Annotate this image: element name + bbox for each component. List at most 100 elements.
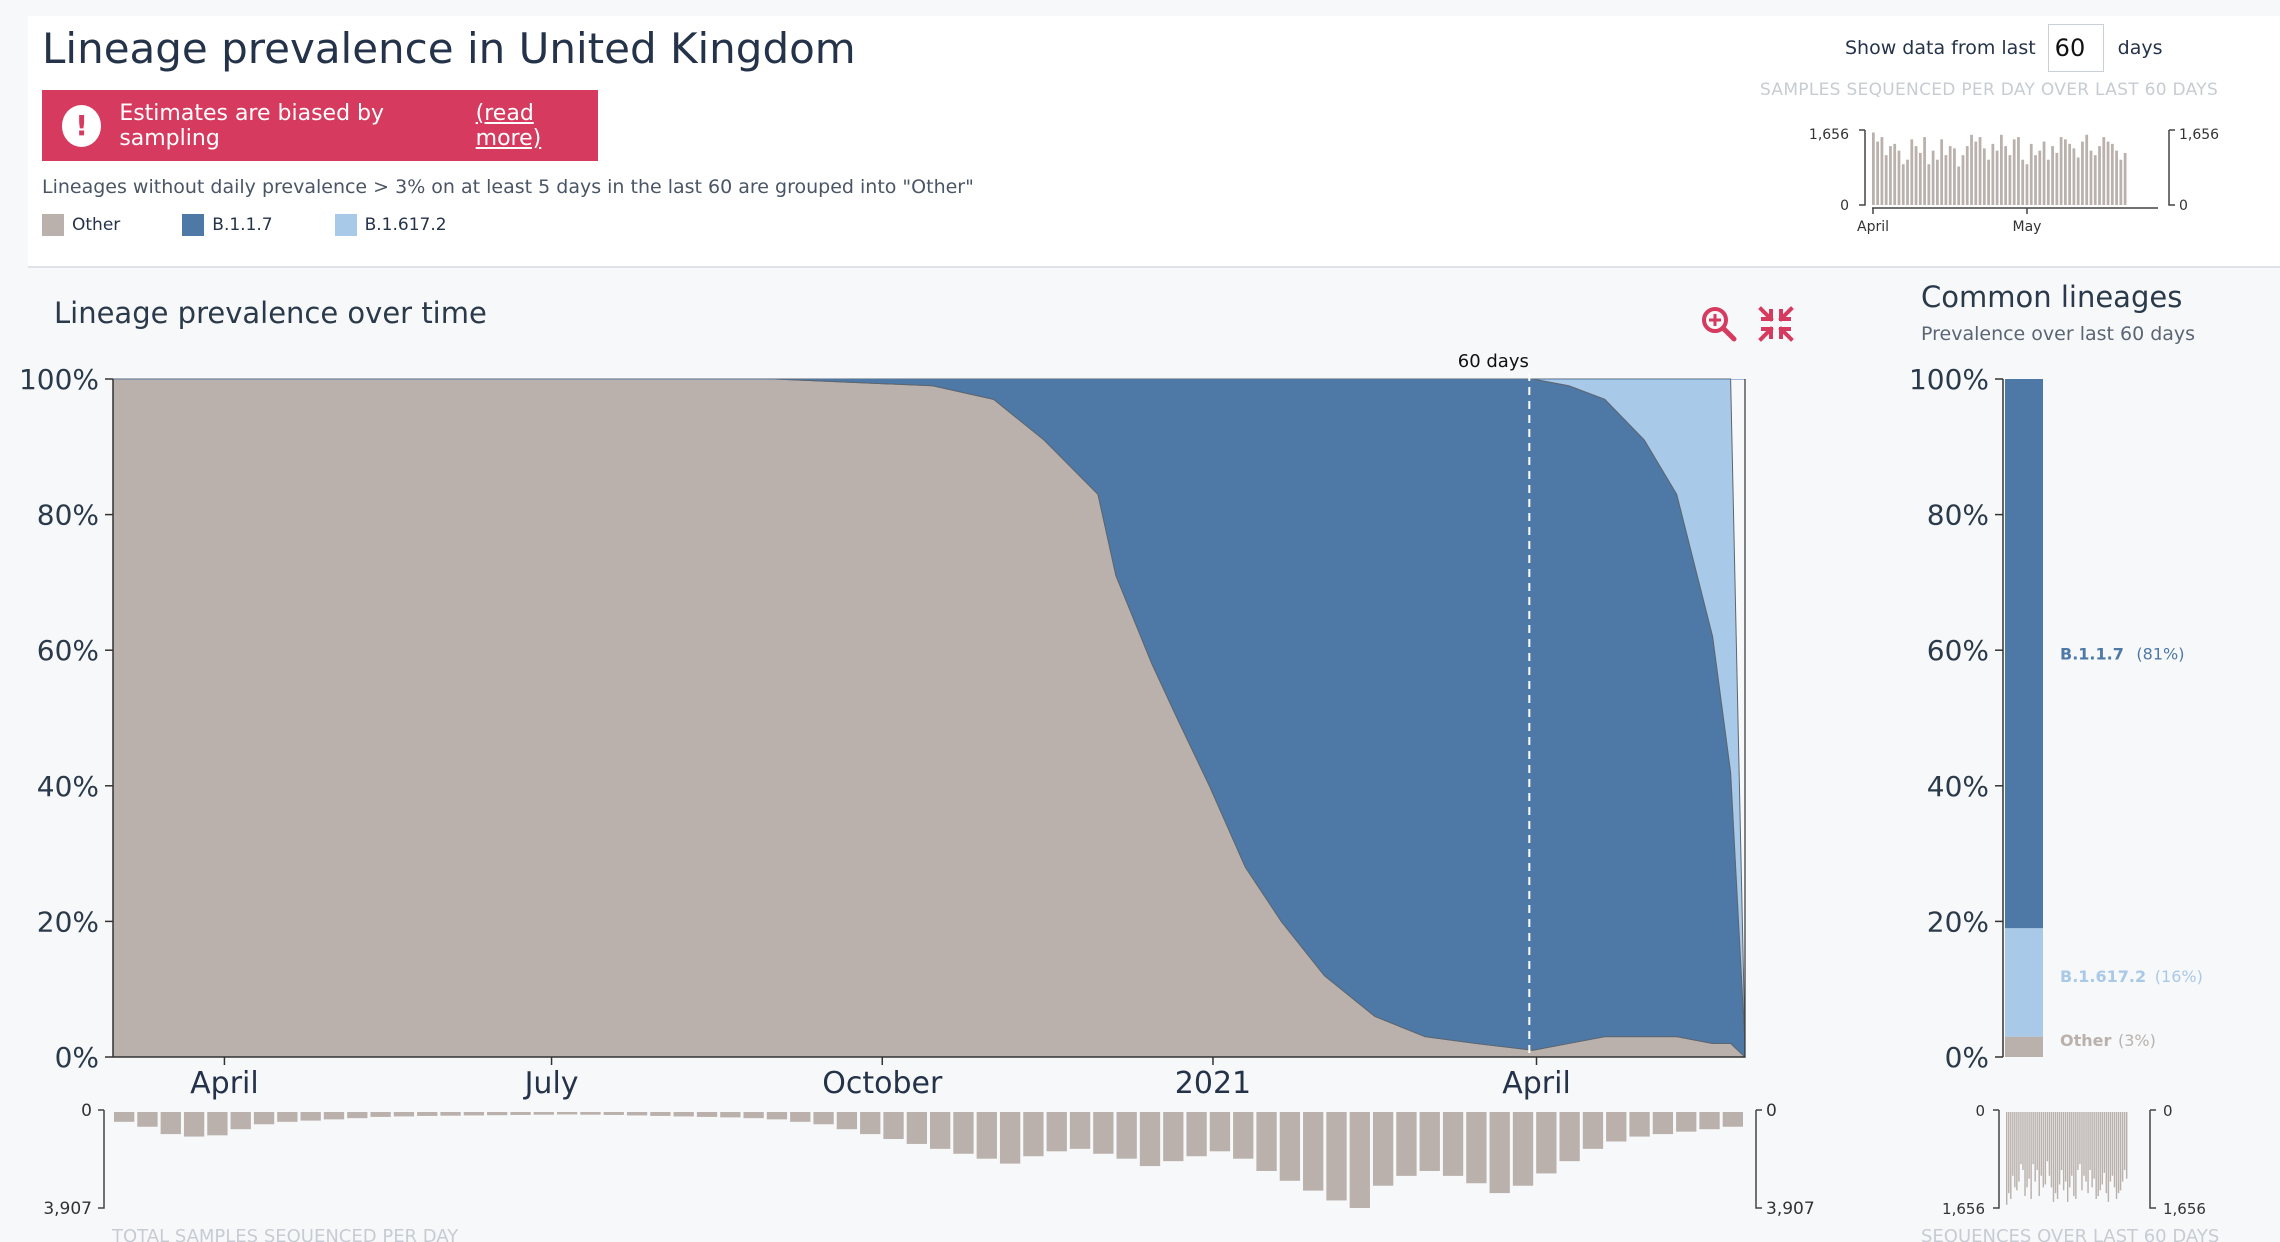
read-more-link[interactable]: (read more) [475,100,542,151]
samples-chart-title: SAMPLES SEQUENCED PER DAY OVER LAST 60 D… [1760,80,2219,100]
side-sequence-bar [2077,1112,2079,1170]
side-sequence-bar [2085,1112,2087,1182]
side-scale-top-right: 0 [2163,1102,2173,1120]
bottom-scale-bottom-right: 3,907 [1766,1199,1815,1219]
zoom-in-icon[interactable] [1700,305,1738,343]
grouping-note: Lineages without daily prevalence > 3% o… [42,176,974,198]
total-samples-bar [1233,1112,1254,1159]
collapse-icon[interactable] [1757,305,1795,343]
bottom-scale-top-right: 0 [1766,1101,1777,1121]
side-sequence-bar [2089,1112,2091,1170]
side-sequence-bar [2016,1112,2018,1191]
side-sequence-bar [2058,1112,2061,1185]
area-other [112,378,1747,1058]
total-samples-bar [1466,1112,1487,1184]
total-samples-bar [1326,1112,1347,1201]
total-samples-bar [370,1112,391,1117]
total-samples-bar [1652,1112,1674,1135]
y-tick-label: 80% [37,499,99,532]
x-tick-label: April [1502,1066,1571,1101]
side-sequence-bar [2046,1112,2049,1162]
bias-warning-banner: ! Estimates are biased by sampling (read… [42,90,598,161]
side-sequence-bar [2032,1112,2034,1165]
total-samples-bar [1629,1112,1650,1137]
total-samples-bar [323,1112,345,1120]
side-sequence-bar [2060,1112,2063,1170]
y-tick-label: 20% [37,905,99,938]
total-samples-bar [417,1112,438,1116]
side-bottom-right-axis [2149,1109,2156,1209]
total-samples-bar [1559,1112,1580,1162]
60-days-marker-label: 60 days [1458,351,1529,372]
header: Lineage prevalence in United Kingdom ! E… [28,16,2280,268]
total-samples-bar [930,1112,951,1149]
bottom-scale-top-left: 0 [81,1101,92,1121]
total-samples-bar [976,1112,997,1159]
legend-item-other[interactable]: Other [42,214,120,236]
area-b117 [113,378,1746,1059]
side-sequence-bar [2020,1112,2022,1165]
side-y-tick-label: 100% [1909,363,1989,396]
total-samples-bar [1093,1112,1114,1154]
total-samples-bar [556,1112,578,1115]
side-sequence-bar [2109,1112,2112,1182]
side-sequence-bar [2069,1112,2071,1188]
total-samples-bar [510,1112,531,1115]
total-samples-bar [1163,1112,1184,1162]
bias-warning-text: Estimates are biased by sampling [119,100,385,151]
total-samples-bar [1489,1112,1510,1194]
side-bar-other [2005,1036,2043,1057]
side-sequence-bar [2107,1112,2110,1202]
side-sequence-bar [2056,1112,2059,1199]
total-samples-bar [1722,1112,1743,1127]
side-sequence-bar [2050,1112,2053,1188]
main-chart-title: Lineage prevalence over time [54,296,487,330]
legend-label: B.1.617.2 [364,215,447,235]
side-sequence-bar [2097,1112,2099,1197]
y-tick-label: 100% [19,363,99,396]
y-tick-label: 0% [55,1041,99,1074]
total-samples-bar [1606,1112,1627,1142]
page-title: Lineage prevalence in United Kingdom [42,24,856,73]
x-tick-label: 2021 [1175,1066,1251,1101]
side-sequence-bar [2054,1112,2057,1194]
side-sequence-bar [2010,1112,2012,1199]
legend-swatch [334,214,357,236]
days-unit-label: days [2117,37,2163,59]
area-layer [112,378,1747,1059]
total-samples-bar [650,1112,671,1116]
total-samples-bar [487,1112,508,1116]
total-samples-bar [953,1112,974,1154]
total-samples-bar [790,1112,811,1122]
common-lineages-subtitle: Prevalence over last 60 days [1921,323,2196,345]
side-sequence-bar [2087,1112,2089,1194]
side-label-pct: (3%) [2118,1031,2156,1050]
side-bottom-left-axis [1993,1109,2000,1209]
bottom-left-axis [98,1109,105,1209]
x-tick-label: October [822,1066,943,1101]
side-y-axis: 0% 20% 40% 60% 80% 100% [1909,363,2004,1074]
total-samples-bar [1069,1112,1091,1149]
side-sequence-bar [2042,1112,2045,1188]
side-y-tick-label: 60% [1927,634,1989,667]
total-samples-bar [813,1112,834,1125]
side-label-pct: (81%) [2136,645,2184,664]
side-label-pct: (16%) [2155,967,2203,986]
warning-icon: ! [62,104,102,147]
legend-item-b117[interactable]: B.1.1.7 [182,214,273,236]
total-samples-bar [836,1112,858,1130]
side-sequence-bar [2038,1112,2040,1197]
side-labels: Other (3%) B.1.617.2 (16%) B.1.1.7 (81%) [2060,645,2203,1050]
total-samples-bar [1279,1112,1301,1181]
legend-item-b16172[interactable]: B.1.617.2 [334,214,447,236]
days-input[interactable] [2047,24,2104,72]
y-tick-label: 60% [37,634,99,667]
total-samples-bar [114,1112,135,1122]
side-y-tick-label: 20% [1927,905,1989,938]
side-sequence-bar [2099,1112,2101,1191]
side-sequence-bar [2030,1112,2032,1199]
side-sequence-bar [2008,1112,2010,1194]
side-sequence-bar [2093,1112,2095,1179]
side-sequence-bar [2067,1112,2069,1202]
legend-label: B.1.1.7 [212,215,273,235]
